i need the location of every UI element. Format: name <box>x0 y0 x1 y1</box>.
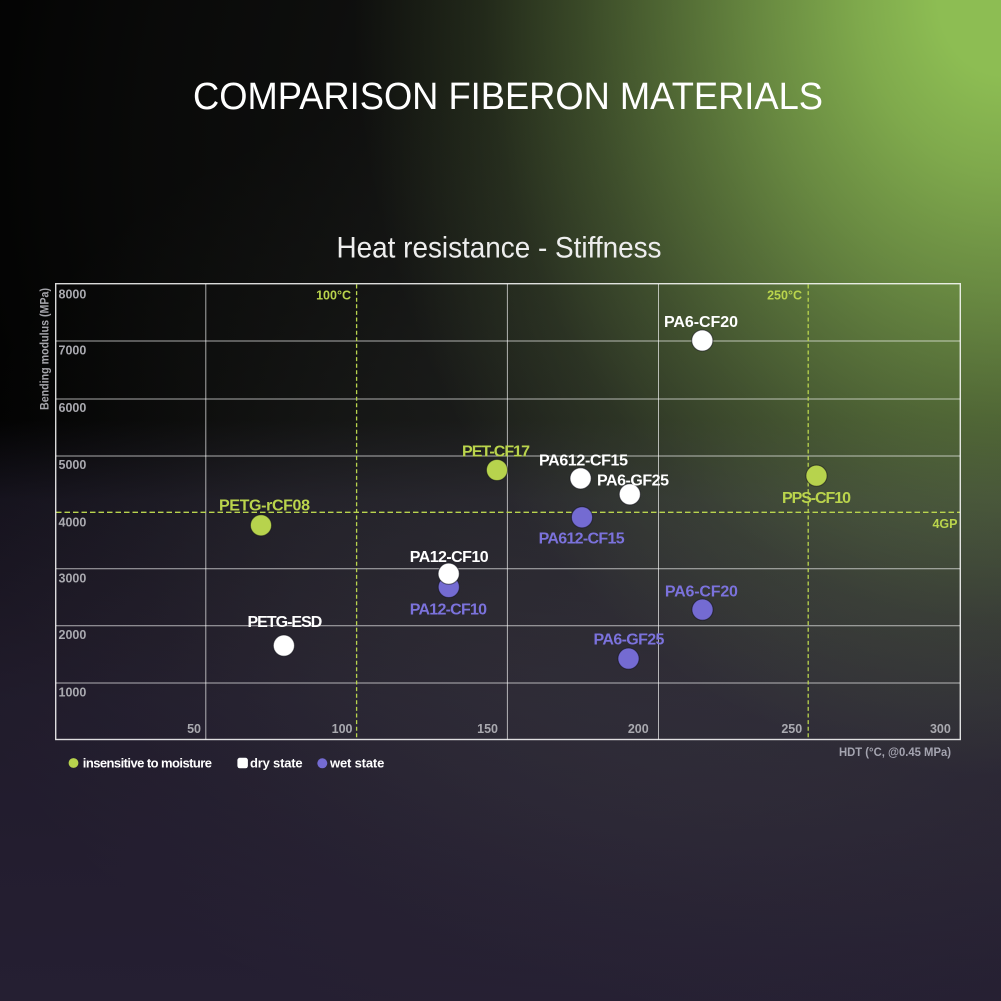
svg-text:dry state: dry state <box>250 756 303 771</box>
svg-text:200: 200 <box>628 722 649 736</box>
svg-text:6000: 6000 <box>59 401 87 415</box>
svg-text:8000: 8000 <box>59 288 87 302</box>
svg-text:1000: 1000 <box>59 686 87 700</box>
svg-text:5000: 5000 <box>59 458 87 472</box>
svg-text:PA612-CF15: PA612-CF15 <box>539 531 625 548</box>
svg-text:PET-CF17: PET-CF17 <box>462 444 530 461</box>
svg-text:Bending modulus (MPa): Bending modulus (MPa) <box>40 288 52 410</box>
svg-text:300: 300 <box>930 722 951 736</box>
svg-text:HDT (°C, @0.45 MPa): HDT (°C, @0.45 MPa) <box>839 747 951 759</box>
svg-text:100°C: 100°C <box>316 289 351 303</box>
svg-text:PA12-CF10: PA12-CF10 <box>410 602 487 619</box>
svg-text:COMPARISON FIBERON MATERIALS: COMPARISON FIBERON MATERIALS <box>193 76 823 118</box>
svg-text:150: 150 <box>477 722 498 736</box>
svg-text:PA6-GF25: PA6-GF25 <box>594 632 665 649</box>
svg-text:7000: 7000 <box>59 344 87 358</box>
svg-text:50: 50 <box>187 722 201 736</box>
svg-text:PA612-CF15: PA612-CF15 <box>539 452 628 469</box>
svg-text:wet state: wet state <box>329 756 384 771</box>
svg-text:2000: 2000 <box>59 628 87 642</box>
svg-text:PETG-ESD: PETG-ESD <box>247 614 322 631</box>
svg-text:Heat resistance - Stiffness: Heat resistance - Stiffness <box>337 232 662 265</box>
svg-text:4GP: 4GP <box>932 517 957 531</box>
svg-text:PA12-CF10: PA12-CF10 <box>410 549 489 566</box>
svg-text:100: 100 <box>332 722 353 736</box>
svg-text:250°C: 250°C <box>767 289 802 303</box>
svg-text:PETG-rCF08: PETG-rCF08 <box>219 498 310 515</box>
svg-text:PA6-GF25: PA6-GF25 <box>597 473 669 490</box>
svg-text:PPS-CF10: PPS-CF10 <box>782 490 851 507</box>
svg-text:250: 250 <box>781 722 802 736</box>
svg-text:insensitive to moisture: insensitive to moisture <box>83 756 212 771</box>
svg-text:PA6-CF20: PA6-CF20 <box>664 314 738 331</box>
svg-text:3000: 3000 <box>59 572 87 586</box>
svg-text:4000: 4000 <box>59 516 87 530</box>
svg-text:PA6-CF20: PA6-CF20 <box>665 583 738 600</box>
